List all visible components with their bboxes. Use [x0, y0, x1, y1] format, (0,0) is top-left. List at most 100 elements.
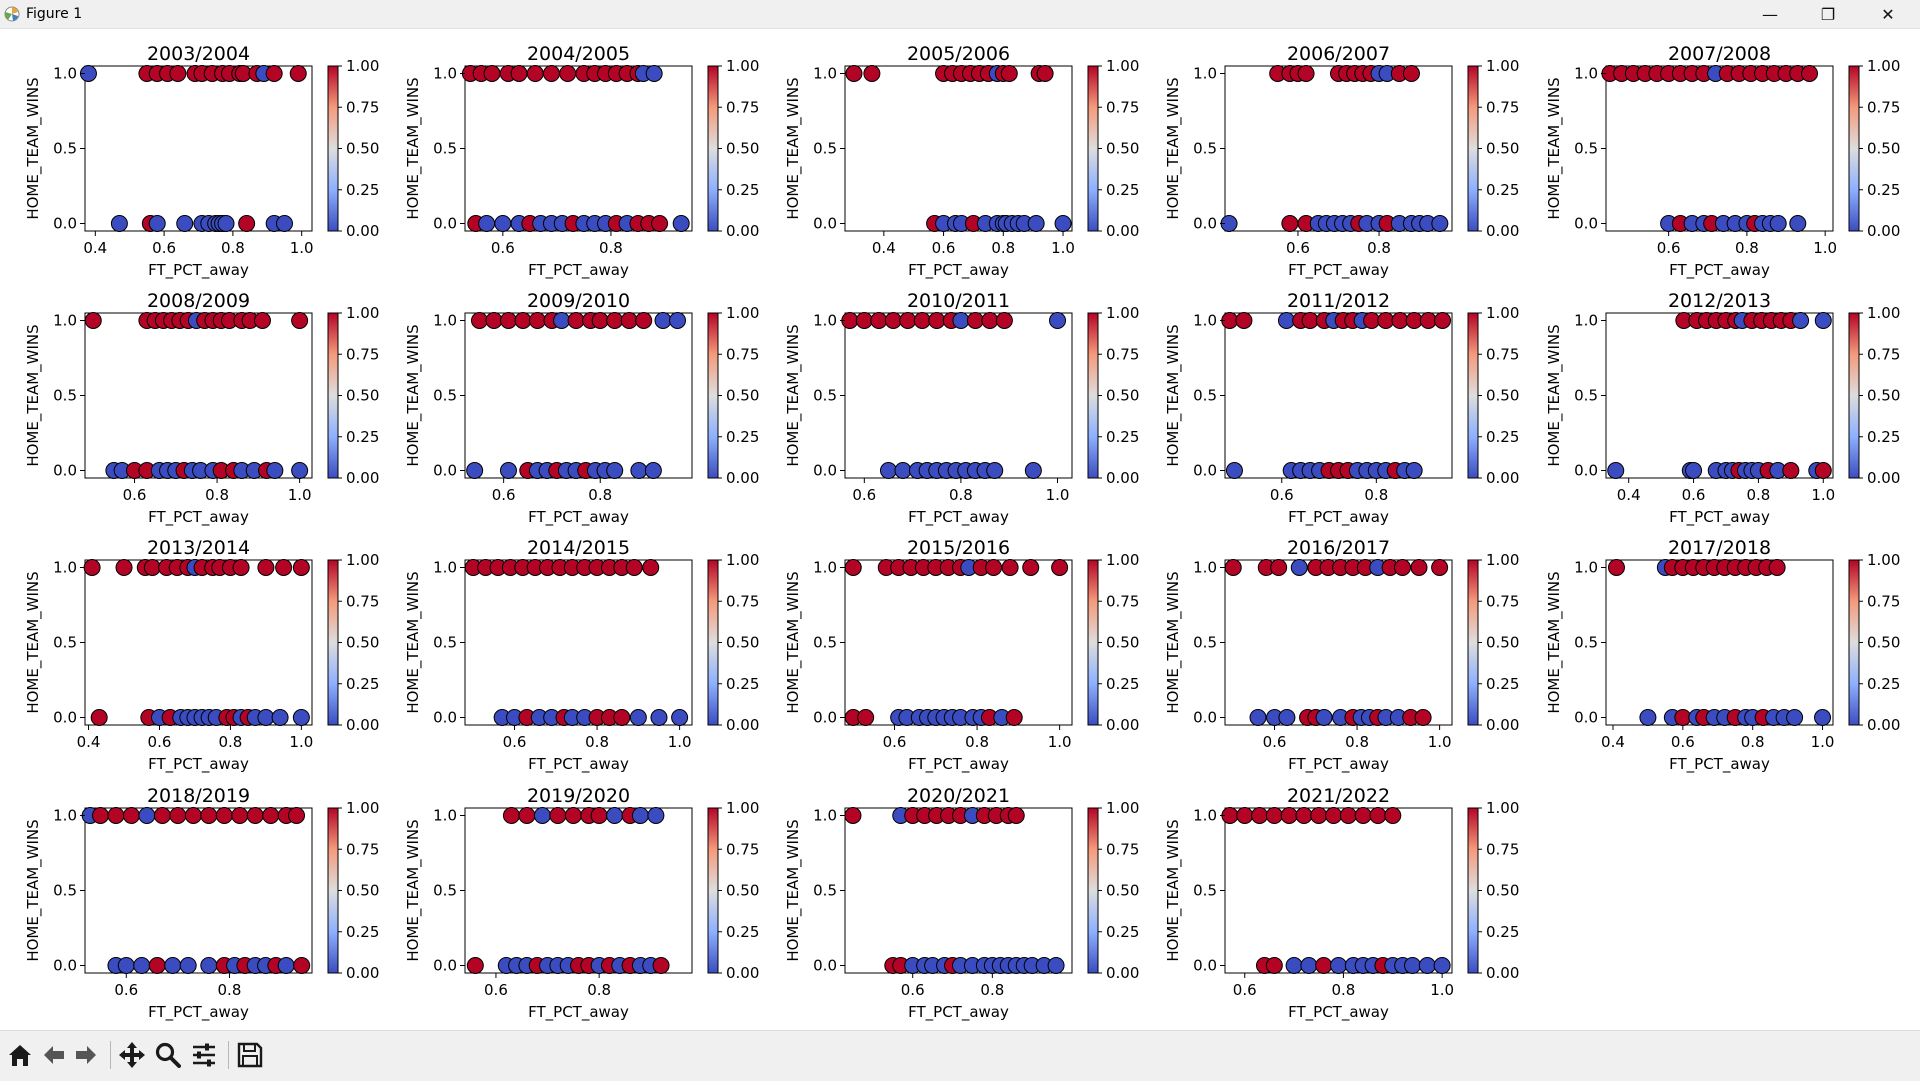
point-win	[148, 957, 166, 974]
colorbar-tick-label: 1.00	[1106, 304, 1139, 322]
point-win	[1000, 65, 1018, 82]
point-loss	[133, 957, 151, 974]
colorbar-tick-label: 1.00	[1106, 57, 1139, 75]
colorbar	[1467, 559, 1479, 726]
colorbar-tick-label: 0.50	[1106, 882, 1139, 900]
colorbar-tick-label: 0.25	[1867, 428, 1900, 446]
x-tick-label: 0.4	[1617, 486, 1641, 504]
point-win	[995, 312, 1013, 329]
colorbar	[1467, 65, 1479, 232]
point-win	[1297, 65, 1315, 82]
colorbar-tick-label: 0.50	[1106, 140, 1139, 158]
point-win	[1814, 462, 1832, 479]
subplot-2004-2005: 2004/2005 0.0 0.5 1.0 0.6 0.8 FT_PCT_away HOME_…	[404, 43, 759, 280]
point-loss	[669, 312, 687, 329]
colorbar-tick-label: 0.00	[1486, 716, 1519, 734]
subplot-2005-2006: 2005/2006 0.0 0.5 1.0 0.4 0.6 0.8 1.0 FT_PCT_awa…	[784, 43, 1139, 280]
x-tick-label: 0.4	[77, 733, 101, 751]
point-win	[1419, 312, 1437, 329]
point-loss	[466, 462, 484, 479]
point-loss	[1418, 957, 1436, 974]
point-win	[275, 559, 293, 576]
x-tick-label: 0.6	[491, 239, 515, 257]
matplotlib-icon	[4, 6, 20, 22]
save-floppy-icon[interactable]	[234, 1039, 266, 1071]
forward-arrow-icon[interactable]	[70, 1039, 102, 1071]
y-tick-label: 0.0	[1193, 462, 1217, 480]
y-tick-label: 0.5	[1574, 387, 1598, 405]
point-win	[870, 312, 888, 329]
point-loss	[117, 957, 135, 974]
plot-area	[464, 312, 693, 479]
point-loss	[271, 709, 289, 726]
point-win	[857, 709, 875, 726]
colorbar-tick-label: 1.00	[1867, 304, 1900, 322]
points-layer	[1221, 807, 1451, 974]
colorbar-tick-label: 0.00	[1486, 964, 1519, 982]
y-tick-label: 1.0	[1574, 559, 1598, 577]
y-tick-label: 1.0	[53, 559, 77, 577]
colorbar-tick-label: 0.00	[1867, 716, 1900, 734]
point-win	[1270, 559, 1288, 576]
back-arrow-icon[interactable]	[38, 1039, 70, 1071]
colorbar-tick-label: 0.75	[346, 592, 379, 610]
point-loss	[266, 462, 284, 479]
minimize-button[interactable]: —	[1762, 4, 1778, 24]
colorbar	[707, 312, 719, 479]
point-win	[1410, 559, 1428, 576]
x-axis-label: FT_PCT_away	[148, 508, 249, 527]
home-icon[interactable]	[4, 1039, 36, 1071]
points-layer	[466, 312, 687, 479]
y-tick-label: 0.5	[53, 882, 77, 900]
point-win	[1235, 312, 1253, 329]
zoom-magnifier-icon[interactable]	[152, 1039, 184, 1071]
y-tick-label: 0.5	[813, 634, 837, 652]
subplot-2003-2004: 2003/2004 0.0 0.5 1.0 0.4 0.6 0.8 1.0 FT_PCT_awa…	[24, 43, 379, 280]
colorbar	[327, 559, 339, 726]
colorbar	[1848, 312, 1860, 479]
colorbar-tick-label: 0.50	[346, 140, 379, 158]
colorbar-tick-label: 1.00	[1486, 551, 1519, 569]
colorbar-tick-label: 0.75	[726, 592, 759, 610]
x-axis-label: FT_PCT_away	[1669, 755, 1770, 774]
point-loss	[1639, 709, 1657, 726]
y-tick-label: 0.5	[1193, 882, 1217, 900]
colorbar	[1087, 312, 1099, 479]
point-win	[1022, 559, 1040, 576]
x-tick-label: 0.6	[1263, 733, 1287, 751]
point-loss	[257, 709, 275, 726]
point-loss	[494, 215, 512, 232]
y-axis-label: HOME_TEAM_WINS	[1545, 571, 1564, 713]
point-loss	[894, 462, 912, 479]
point-win	[1801, 65, 1819, 82]
x-tick-label: 1.0	[668, 733, 692, 751]
y-tick-label: 0.0	[1193, 957, 1217, 975]
x-tick-label: 0.6	[1286, 239, 1310, 257]
point-win	[115, 559, 133, 576]
subplot-title: 2021/2022	[1287, 785, 1390, 807]
point-win	[1310, 807, 1328, 824]
point-win	[200, 807, 218, 824]
colorbar-tick-label: 1.00	[1486, 799, 1519, 817]
colorbar-tick-label: 0.50	[346, 634, 379, 652]
close-button[interactable]: ✕	[1881, 4, 1895, 24]
colorbar-tick-label: 0.75	[1867, 98, 1900, 116]
pan-move-icon[interactable]	[116, 1039, 148, 1071]
y-tick-label: 0.5	[813, 140, 837, 158]
point-win	[253, 312, 271, 329]
point-loss	[1225, 462, 1243, 479]
x-tick-label: 0.6	[123, 486, 147, 504]
point-win	[514, 312, 532, 329]
x-tick-label: 0.6	[883, 733, 907, 751]
colorbar-tick-label: 0.25	[1867, 181, 1900, 199]
point-win	[1434, 312, 1452, 329]
configure-subplots-icon[interactable]	[188, 1039, 220, 1071]
maximize-button[interactable]: ❐	[1820, 4, 1836, 24]
plot-area	[1224, 312, 1453, 479]
colorbar-tick-label: 0.75	[726, 98, 759, 116]
y-tick-label: 0.5	[1193, 140, 1217, 158]
point-win	[1384, 807, 1402, 824]
point-win	[844, 807, 862, 824]
x-tick-label: 0.8	[588, 486, 612, 504]
point-win	[1393, 559, 1411, 576]
